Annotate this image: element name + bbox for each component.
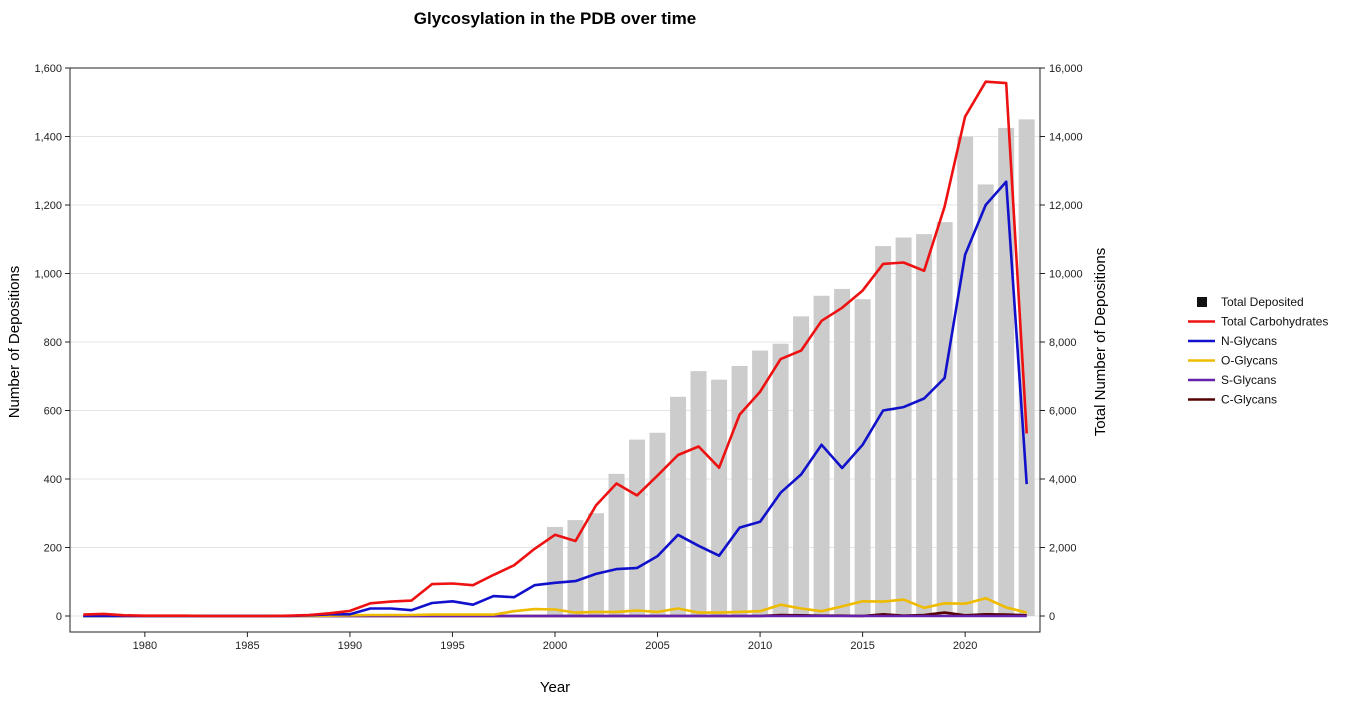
legend-label-c-glycans: C-Glycans [1221, 393, 1277, 407]
x-tick-label: 1990 [338, 640, 362, 652]
bar-2008 [711, 379, 728, 616]
y2-tick-label: 12,000 [1049, 200, 1083, 212]
bar-2000 [547, 526, 563, 616]
x-tick-label: 2005 [645, 640, 669, 652]
y-tick-label: 1,000 [34, 269, 62, 281]
bar-2002 [588, 513, 605, 616]
bar-2016 [875, 246, 892, 616]
legend-label-total-deposited: Total Deposited [1221, 295, 1304, 309]
x-tick-label: 2015 [850, 640, 874, 652]
legend-swatch-total-deposited [1197, 297, 1207, 307]
x-axis-ticks: 1980 1985 1990 1995 2000 2005 2010 2015 2020 [133, 632, 977, 652]
bar-2017 [895, 237, 912, 616]
x-tick-label: 2010 [748, 640, 772, 652]
bar-2023 [1018, 119, 1035, 616]
bar-2019 [936, 222, 953, 616]
bar-2005 [649, 432, 666, 616]
y2-tick-label: 6,000 [1049, 406, 1077, 418]
bar-2018 [916, 234, 933, 617]
y2-tick-label: 4,000 [1049, 474, 1077, 486]
y-tick-label: 0 [56, 611, 62, 623]
x-tick-label: 1985 [235, 640, 259, 652]
bar-2001 [567, 520, 584, 616]
bar-2009 [731, 365, 748, 616]
y2-tick-label: 10,000 [1049, 269, 1083, 281]
y-tick-label: 600 [44, 406, 62, 418]
bar-2011 [772, 343, 789, 616]
y2-axis-ticks: 0 2,000 4,000 6,000 8,000 10,000 12,000 14,000 1… [1040, 63, 1083, 623]
x-tick-label: 1980 [133, 640, 157, 652]
x-tick-label: 2000 [543, 640, 567, 652]
series-line-total-carbohydrates [83, 80, 1028, 618]
y2-tick-label: 0 [1049, 611, 1055, 623]
y2-tick-label: 2,000 [1049, 543, 1077, 555]
bar-series [547, 119, 1035, 617]
bar-2015 [854, 299, 871, 616]
legend-label-s-glycans: S-Glycans [1221, 373, 1276, 387]
y2-tick-label: 14,000 [1049, 132, 1083, 144]
bar-2021 [977, 184, 994, 616]
y2-tick-label: 8,000 [1049, 337, 1077, 349]
y-tick-label: 1,400 [34, 132, 62, 144]
bar-2006 [670, 396, 687, 616]
line-series [83, 80, 1028, 618]
bar-2013 [813, 295, 830, 616]
bar-2003 [608, 473, 625, 616]
legend-label-total-carbohydrates: Total Carbohydrates [1221, 315, 1328, 329]
chart-title: Glycosylation in the PDB over time [414, 9, 696, 28]
y-tick-label: 200 [44, 543, 62, 555]
bar-2012 [793, 316, 810, 616]
bar-2010 [752, 350, 769, 616]
y-axis-ticks: 0 200 400 600 800 1,000 1,200 1,400 1,600 [34, 63, 70, 623]
y-tick-label: 1,200 [34, 200, 62, 212]
legend-label-n-glycans: N-Glycans [1221, 334, 1277, 348]
y-tick-label: 400 [44, 474, 62, 486]
y2-tick-label: 16,000 [1049, 63, 1083, 75]
legend: Total Deposited Total Carbohydrates N-Glyc… [1188, 295, 1328, 407]
bar-2020 [957, 136, 974, 616]
bar-2004 [629, 439, 646, 616]
y-tick-label: 1,600 [34, 63, 62, 75]
bar-2014 [834, 288, 851, 616]
y-tick-label: 800 [44, 337, 62, 349]
legend-label-o-glycans: O-Glycans [1221, 354, 1278, 368]
y2-axis-title: Total Number of Depositions [1092, 248, 1109, 436]
x-tick-label: 1995 [440, 640, 464, 652]
bar-2022 [998, 127, 1015, 616]
x-axis-title: Year [540, 679, 570, 696]
bar-2007 [690, 371, 707, 616]
x-tick-label: 2020 [953, 640, 977, 652]
y-axis-title: Number of Depositions [6, 266, 23, 419]
